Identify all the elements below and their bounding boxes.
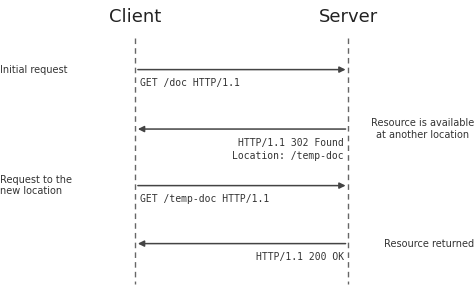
Text: Initial request: Initial request (0, 65, 67, 75)
Text: Server: Server (319, 8, 378, 26)
Text: GET /doc HTTP/1.1: GET /doc HTTP/1.1 (140, 78, 240, 88)
Text: Resource returned: Resource returned (384, 239, 474, 249)
Text: HTTP/1.1 200 OK: HTTP/1.1 200 OK (255, 252, 344, 262)
Text: HTTP/1.1 302 Found
Location: /temp-doc: HTTP/1.1 302 Found Location: /temp-doc (232, 138, 344, 161)
Text: Request to the
new location: Request to the new location (0, 175, 72, 196)
Text: Resource is available
at another location: Resource is available at another locatio… (371, 118, 474, 140)
Text: GET /temp-doc HTTP/1.1: GET /temp-doc HTTP/1.1 (140, 194, 269, 204)
Text: Client: Client (109, 8, 161, 26)
